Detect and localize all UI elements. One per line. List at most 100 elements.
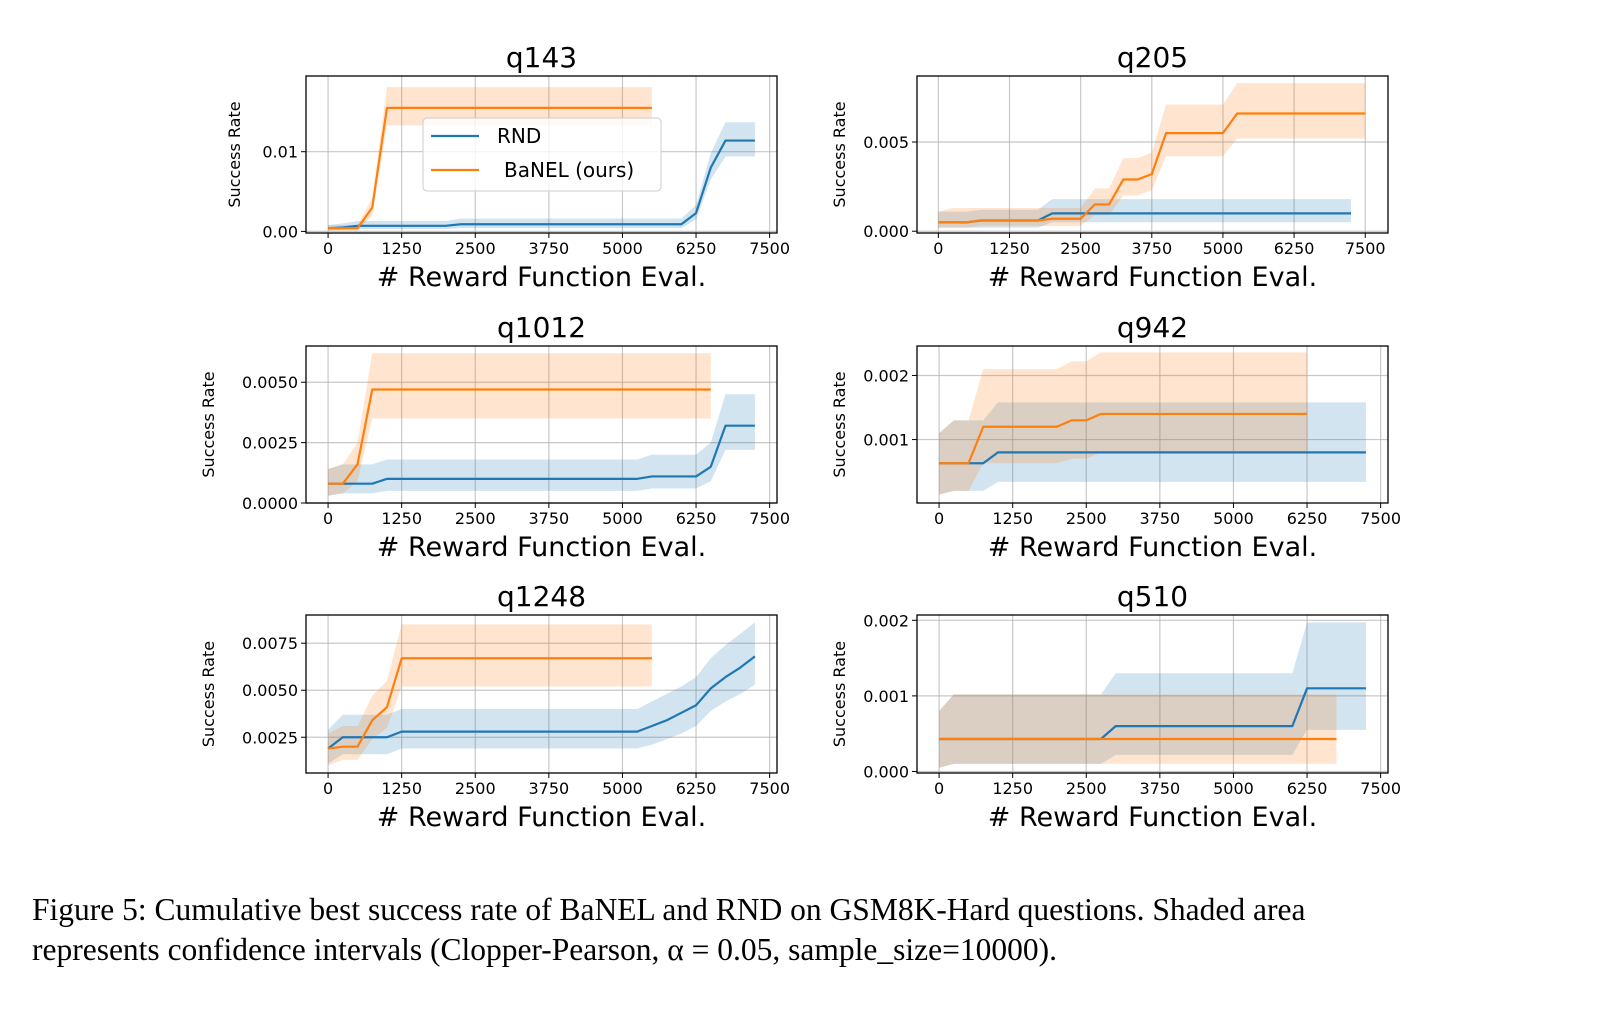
subplot-q205: 0 1250 2500 3750 5000 6250 7500 0.000 0.005 q205 #… [830,41,1389,293]
x-tick-label: 2500 [455,509,496,528]
x-tick-label: 3750 [1140,779,1181,798]
legend: RND BaNEL (ours) [422,117,662,192]
x-tick-label: 3750 [529,509,570,528]
y-tick-label: 0.0025 [242,728,298,747]
x-axis-label: # Reward Function Eval. [377,262,706,293]
subplot-q510: 0 1250 2500 3750 5000 6250 7500 0.000 0.001 0.002… [830,580,1401,833]
x-tick-label: 0 [323,239,333,258]
x-tick-label: 2500 [1066,779,1107,798]
y-tick-label: 0.0025 [242,434,298,453]
y-tick-label: 0.001 [863,687,909,706]
series-line-banel [328,388,711,485]
x-tick-label: 6250 [1287,779,1328,798]
x-tick-label: 1250 [992,779,1033,798]
x-tick-label: 5000 [602,509,643,528]
x-tick-label: 2500 [1066,509,1107,528]
x-tick-label: 0 [934,509,944,528]
x-tick-label: 1250 [381,239,422,258]
x-tick-label: 7500 [1360,509,1401,528]
y-tick-label: 0.001 [863,431,909,450]
confidence-band-banel [939,694,1337,768]
x-axis-label: # Reward Function Eval. [988,802,1317,833]
x-tick-label: 2500 [1060,239,1101,258]
figure-caption: Figure 5: Cumulative best success rate o… [32,890,1602,970]
subplot-title: q1012 [497,311,586,344]
x-tick-label: 2500 [455,239,496,258]
x-tick-label: 6250 [676,779,717,798]
x-tick-label: 0 [933,239,943,258]
x-tick-label: 5000 [1203,239,1244,258]
confidence-band-rnd [939,622,1366,768]
confidence-band-banel [938,83,1366,228]
x-tick-label: 7500 [749,509,790,528]
x-tick-label: 3750 [529,239,570,258]
axes-frame [305,345,778,504]
y-tick-label: 0.000 [863,222,909,241]
x-tick-label: 7500 [1345,239,1386,258]
series-line-banel [328,106,652,230]
confidence-band-rnd [328,394,755,496]
subplot-title: q510 [1117,580,1188,613]
x-tick-label: 5000 [1213,509,1254,528]
legend-box [422,117,662,192]
x-tick-label: 0 [323,509,333,528]
legend-label-rnd: RND [497,124,541,148]
axes-frame [305,614,778,774]
y-axis-label: Success Rate [199,371,218,477]
subplot-q143: 0 1250 2500 3750 5000 6250 7500 0.00 0.01 q143 # R… [225,41,790,293]
axes-frame [916,75,1389,234]
subplot-title: q942 [1117,311,1188,344]
subplot-title: q205 [1117,41,1188,74]
x-tick-label: 7500 [1360,779,1401,798]
y-axis-label: Success Rate [830,641,849,747]
x-tick-label: 3750 [1131,239,1172,258]
plot-area [327,622,756,766]
x-tick-label: 5000 [602,779,643,798]
subplot-q942: 0 1250 2500 3750 5000 6250 7500 0.001 0.002 q942 #… [830,311,1401,563]
x-tick-label: 6250 [1274,239,1315,258]
x-tick-label: 7500 [749,779,790,798]
legend-label-banel: BaNEL (ours) [504,158,634,182]
confidence-band-banel [939,352,1308,495]
y-tick-label: 0.0050 [242,681,298,700]
axes-frame [916,345,1389,504]
series-line-banel [938,112,1366,224]
series-line-rnd [328,424,755,485]
plot-area [939,352,1366,495]
y-tick-label: 0.000 [863,762,909,781]
subplot-q1248: 0 1250 2500 3750 5000 6250 7500 0.0025 0.0050 0.0… [199,580,790,833]
x-axis-label: # Reward Function Eval. [988,262,1317,293]
plot-area [328,353,755,496]
x-tick-label: 1250 [992,509,1033,528]
series-line-banel [939,412,1308,465]
y-tick-label: 0.002 [863,366,909,385]
y-tick-label: 0.0000 [242,494,298,513]
y-axis-label: Success Rate [199,641,218,747]
subplot-title: q143 [506,41,577,74]
x-axis-label: # Reward Function Eval. [377,802,706,833]
series-line-banel [327,657,652,750]
y-tick-label: 0.0050 [242,373,298,392]
figure-canvas: 0 1250 2500 3750 5000 6250 7500 0.00 0.01 q143 # R… [199,41,1401,833]
y-tick-label: 0.005 [863,133,909,152]
y-tick-label: 0.00 [262,222,298,241]
subplot-q1012: 0 1250 2500 3750 5000 6250 7500 0.0000 0.0025 0.0… [199,311,790,563]
y-axis-label: Success Rate [225,101,244,207]
x-axis-label: # Reward Function Eval. [988,532,1317,563]
x-tick-label: 3750 [529,779,570,798]
plot-area [938,83,1366,228]
x-tick-label: 1250 [381,779,422,798]
series-line-rnd [327,655,756,750]
y-axis-label: Success Rate [830,371,849,477]
x-tick-label: 6250 [676,239,717,258]
y-axis-label: Success Rate [830,101,849,207]
x-tick-label: 2500 [455,779,496,798]
subplot-title: q1248 [497,580,586,613]
series-line-rnd [328,139,755,230]
plot-area [939,622,1366,768]
x-tick-label: 6250 [1287,509,1328,528]
x-tick-label: 0 [934,779,944,798]
x-tick-label: 1250 [381,509,422,528]
x-tick-label: 0 [323,779,333,798]
x-tick-label: 3750 [1140,509,1181,528]
